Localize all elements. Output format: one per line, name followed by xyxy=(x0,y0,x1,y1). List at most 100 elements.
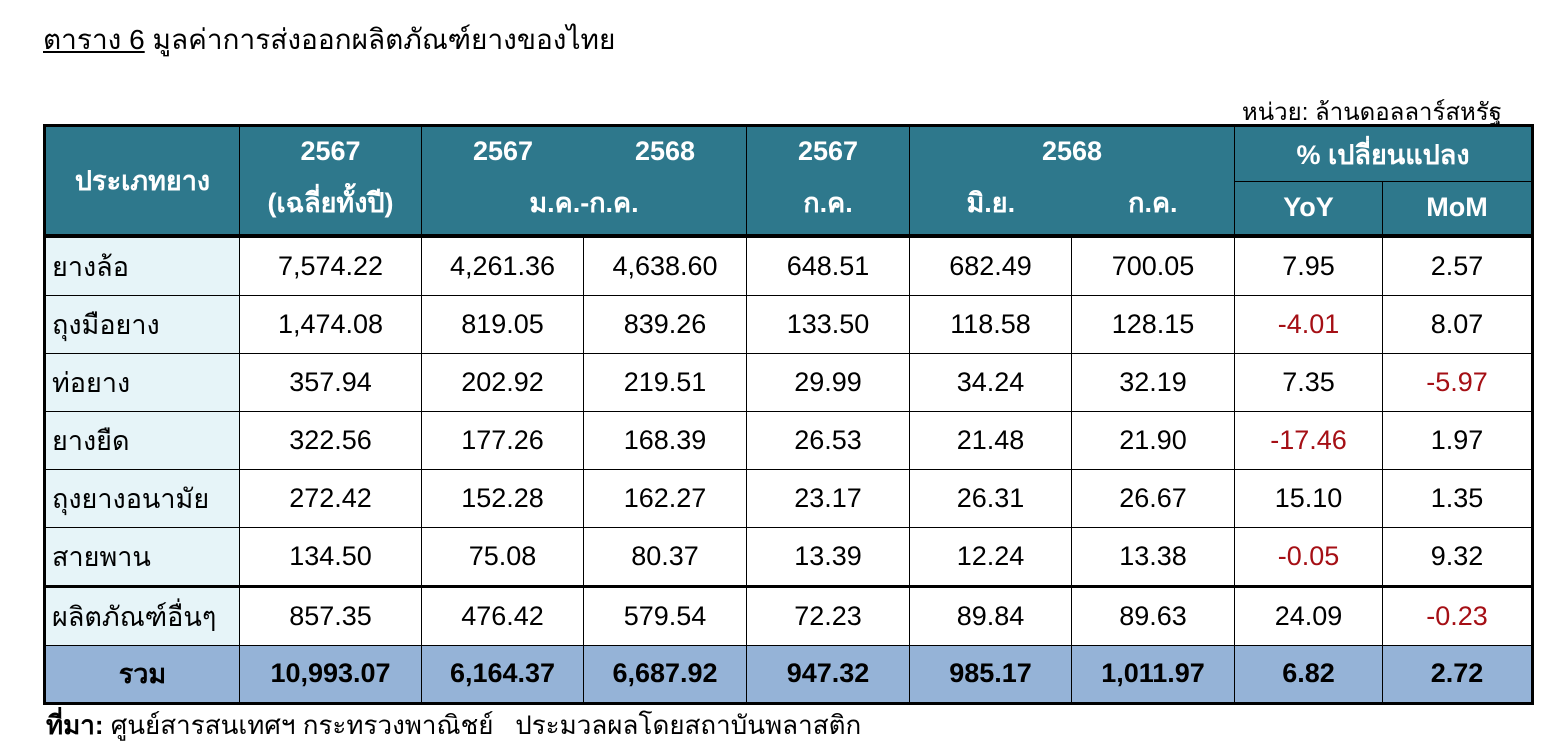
value-cell: 1,474.08 xyxy=(239,294,422,354)
row-label: ยางล้อ xyxy=(44,233,240,296)
value-cell: 4,261.36 xyxy=(421,233,584,296)
value-cell: 75.08 xyxy=(421,526,584,587)
value-cell: 13.38 xyxy=(1070,526,1236,587)
value-cell: 2.57 xyxy=(1382,233,1534,296)
table-number: ตาราง 6 xyxy=(43,24,145,55)
value-cell: 700.05 xyxy=(1070,233,1236,296)
value-cell: 272.42 xyxy=(239,468,422,528)
header-year: 2567 xyxy=(797,136,859,167)
value-cell: 12.24 xyxy=(909,526,1072,587)
value-cell: 8.07 xyxy=(1382,294,1534,354)
header-sub: (เฉลี่ยทั้งปี) xyxy=(267,188,394,219)
row-label: รวม xyxy=(44,644,240,705)
value-cell: 202.92 xyxy=(421,352,584,412)
value-cell: 819.05 xyxy=(421,294,584,354)
table-caption: มูลค่าการส่งออกผลิตภัณฑ์ยางของไทย xyxy=(152,24,616,55)
value-cell: 24.09 xyxy=(1234,584,1384,646)
unit-label: หน่วย: ล้านดอลลาร์สหรัฐ xyxy=(1241,99,1502,126)
value-cell: 9.32 xyxy=(1382,526,1534,587)
value-cell: -5.97 xyxy=(1382,352,1534,412)
header-sub: ก.ค. xyxy=(803,188,853,219)
value-cell: 26.31 xyxy=(909,468,1072,528)
value-cell: 6,164.37 xyxy=(421,644,584,705)
table-row: ถุงมือยาง 1,474.08 819.05 839.26 133.50 118.5… xyxy=(44,294,1534,354)
value-cell: 10,993.07 xyxy=(239,644,422,705)
header-year: 2568 xyxy=(1041,136,1103,167)
rubber-export-table: ประเภทยาง 2567 (เฉลี่ยทั้งปี) 2567 2568 … xyxy=(43,124,1535,705)
table-row: ยางยืด 322.56 177.26 168.39 26.53 21.48 21.90-… xyxy=(44,410,1534,470)
value-cell: 162.27 xyxy=(583,468,747,528)
table-title: ตาราง 6 มูลค่าการส่งออกผลิตภัณฑ์ยางของไท… xyxy=(43,18,615,62)
value-cell: 7.35 xyxy=(1234,352,1384,412)
table-row: ท่อยาง 357.94 202.92 219.51 29.99 34.24 32.19 7… xyxy=(44,352,1534,412)
header-sub: ม.ค.-ก.ค. xyxy=(529,188,639,219)
row-label: ถุงมือยาง xyxy=(44,294,240,354)
value-cell: 219.51 xyxy=(583,352,747,412)
table-row: สายพาน 134.50 75.08 80.37 13.39 12.24 13.38 -0.… xyxy=(44,526,1534,587)
header-jan-jul: 2567 2568 ม.ค.-ก.ค. xyxy=(421,124,747,236)
value-cell: 177.26 xyxy=(421,410,584,470)
value-cell: 1.35 xyxy=(1382,468,1534,528)
source-text: ศูนย์สารสนเทศฯ กระทรวงพาณิชย์ ประมวลผลโด… xyxy=(110,710,862,740)
value-cell: 857.35 xyxy=(239,584,422,646)
header-2567-avg: 2567 (เฉลี่ยทั้งปี) xyxy=(239,124,422,236)
value-cell: -4.01 xyxy=(1234,294,1384,354)
value-cell: 168.39 xyxy=(583,410,747,470)
source-label: ที่มา: xyxy=(46,710,104,740)
header-yoy: YoY xyxy=(1234,181,1384,236)
row-label: ผลิตภัณฑ์อื่นๆ xyxy=(44,584,240,646)
total-row: รวม 10,993.07 6,164.37 6,687.92 947.32 985.17… xyxy=(44,644,1534,705)
value-cell: 21.48 xyxy=(909,410,1072,470)
value-cell: 15.10 xyxy=(1234,468,1384,528)
value-cell: 985.17 xyxy=(909,644,1072,705)
value-cell: 839.26 xyxy=(583,294,747,354)
header-type: ประเภทยาง xyxy=(44,124,240,236)
value-cell: -0.05 xyxy=(1234,526,1384,587)
value-cell: 26.67 xyxy=(1070,468,1236,528)
header-sub: ก.ค. xyxy=(1128,188,1178,219)
value-cell: 579.54 xyxy=(583,584,747,646)
value-cell: 89.84 xyxy=(909,584,1072,646)
value-cell: -0.23 xyxy=(1382,584,1534,646)
value-cell: 4,638.60 xyxy=(583,233,747,296)
value-cell: 7.95 xyxy=(1234,233,1384,296)
header-mom: MoM xyxy=(1382,181,1534,236)
value-cell: 34.24 xyxy=(909,352,1072,412)
value-cell: 1.97 xyxy=(1382,410,1534,470)
value-cell: 72.23 xyxy=(746,584,910,646)
value-cell: 26.53 xyxy=(746,410,910,470)
value-cell: 128.15 xyxy=(1070,294,1236,354)
value-cell: 476.42 xyxy=(421,584,584,646)
value-cell: 118.58 xyxy=(909,294,1072,354)
header-2567-jul: 2567 ก.ค. xyxy=(746,124,910,236)
header-2568-months: 2568 มิ.ย. ก.ค. xyxy=(908,124,1236,236)
value-cell: 152.28 xyxy=(421,468,584,528)
table-body: ยางล้อ 7,574.22 4,261.36 4,638.60 648.51 682.… xyxy=(44,233,1534,705)
row-label: สายพาน xyxy=(44,526,240,587)
value-cell: 80.37 xyxy=(583,526,747,587)
value-cell: 7,574.22 xyxy=(239,233,422,296)
value-cell: 2.72 xyxy=(1382,644,1534,705)
row-label: ท่อยาง xyxy=(44,352,240,412)
value-cell: 89.63 xyxy=(1070,584,1236,646)
value-cell: 21.90 xyxy=(1070,410,1236,470)
source-note: ที่มา: ศูนย์สารสนเทศฯ กระทรวงพาณิชย์ ประ… xyxy=(46,705,861,746)
header-year: 2568 xyxy=(634,136,696,167)
table-row: ถุงยางอนามัย 272.42 152.28 162.27 23.17 26.31… xyxy=(44,468,1534,528)
value-cell: 133.50 xyxy=(746,294,910,354)
table-row: ผลิตภัณฑ์อื่นๆ 857.35 476.42 579.54 72.23 89.… xyxy=(44,584,1534,646)
value-cell: 682.49 xyxy=(909,233,1072,296)
row-label: ถุงยางอนามัย xyxy=(44,468,240,528)
table-row: ยางล้อ 7,574.22 4,261.36 4,638.60 648.51 682.… xyxy=(44,233,1534,296)
header-year: 2567 xyxy=(300,136,361,167)
header-sub: มิ.ย. xyxy=(966,188,1016,219)
value-cell: 648.51 xyxy=(746,233,910,296)
row-label: ยางยืด xyxy=(44,410,240,470)
header-year: 2567 xyxy=(472,136,534,167)
value-cell: 322.56 xyxy=(239,410,422,470)
value-cell: 29.99 xyxy=(746,352,910,412)
value-cell: 1,011.97 xyxy=(1070,644,1236,705)
value-cell: 947.32 xyxy=(746,644,910,705)
value-cell: 13.39 xyxy=(746,526,910,587)
header-pct-change: % เปลี่ยนแปลง xyxy=(1234,124,1534,182)
